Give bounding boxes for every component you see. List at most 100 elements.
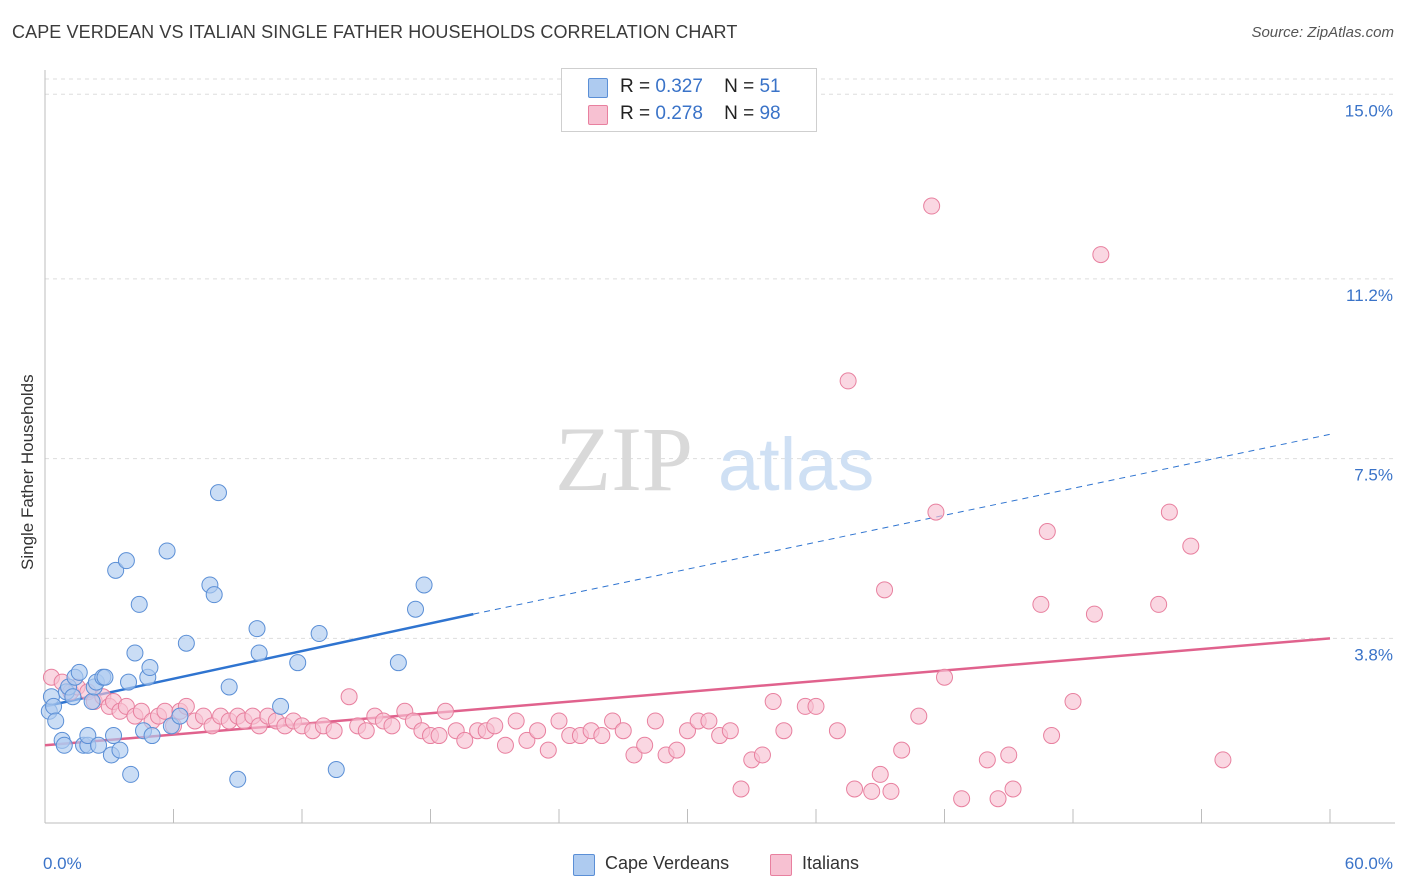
italian-point [340,688,358,706]
cape-verdean-point [205,586,223,604]
bottom-legend-label: Italians [802,853,860,873]
cape-verdean-point [79,727,97,745]
cape-verdean-point [141,659,159,677]
italian-point [871,765,889,783]
italian-point [529,722,547,740]
bottom-legend-label: Cape Verdeans [605,853,730,873]
cape-verdean-point [209,484,227,502]
cape-verdean-point [250,644,268,662]
cape-verdean-point [55,736,73,754]
bottom-swatch-blue [573,854,595,876]
italian-point [1085,605,1103,623]
italian-point [646,712,664,730]
italian-point [1000,746,1018,764]
italian-point [325,722,343,740]
source-label: Source: ZipAtlas.com [1251,24,1394,41]
italian-point [910,707,928,725]
italian-point [700,712,718,730]
italian-point [436,702,454,720]
watermark: ZIP atlas [555,408,874,510]
cape-verdean-point [107,561,125,579]
italian-point [923,197,941,215]
italian-point [927,503,945,521]
cape-verdean-point [47,712,65,730]
italian-point [978,751,996,769]
italian-point [550,712,568,730]
italian-point [893,741,911,759]
italian-point [486,717,504,735]
cape-verdean-point [117,552,135,570]
italian-point [679,722,696,740]
italian-point [1038,523,1056,541]
cape-verdean-point [289,654,307,672]
italian-point [936,668,953,686]
italian-point [132,702,150,720]
italian-point [156,702,174,720]
cape-verdean-point [83,693,101,711]
legend-swatch-blue [588,78,608,98]
italian-point [1160,503,1178,521]
cape-verdean-point [126,644,144,662]
italian-point [1182,537,1200,555]
cape-verdean-point [45,697,63,715]
italian-point [1043,727,1061,745]
cape-verdean-point [220,678,238,696]
cape-verdean-point [177,634,195,652]
italian-point [846,780,864,798]
y-tick-label: 15.0% [1345,101,1393,120]
cape-verdean-point [70,663,88,681]
gridlines [45,78,1395,639]
cape-verdean-point [130,595,148,613]
bottom-swatch-pink [770,854,792,876]
y-tick-label: 11.2% [1346,286,1393,305]
data-points [40,197,1232,808]
italian-point [839,372,857,390]
cape-verdean-point [143,727,161,745]
cape-verdean-point [327,761,345,779]
tick-labels: 3.8% 7.5% 11.2% 15.0% 0.0% 60.0% [43,101,1393,873]
cape-verdean-point [90,736,108,754]
italian-point [876,581,894,599]
cape-verdean-point [407,600,425,618]
italian-point [1032,595,1050,613]
italian-point [764,693,782,711]
legend-r-label: R = [620,103,651,124]
x-tick-label-max: 60.0% [1345,854,1393,873]
legend-r-value: 0.278 [655,103,703,124]
cape-verdean-point [310,625,328,643]
italian-point [593,727,611,745]
italian-point [614,722,632,740]
italian-point [753,746,771,764]
cape-verdean-point [64,688,82,706]
axes [44,70,1395,824]
italian-point [507,712,525,730]
italian-point [383,717,401,735]
legend-n-value: 51 [759,76,781,97]
italian-point [518,731,536,749]
legend-n-label: N = [724,76,755,97]
italian-point [807,697,825,715]
legend-n-label: N = [724,103,755,124]
legend-r-label: R = [620,76,651,97]
cape-verdean-point [122,765,140,783]
italian-point [989,790,1007,808]
x-tick-label-min: 0.0% [43,854,82,873]
legend-n-value: 98 [759,103,781,124]
italian-point [1004,780,1022,798]
italian-point [721,722,739,740]
italian-point [1092,246,1110,264]
italian-point [625,746,643,764]
italian-point [1150,595,1168,613]
cape-verdean-point [105,727,123,745]
cape-verdean-point [171,707,189,725]
cape-verdean-point [111,741,129,759]
italian-point [430,727,448,745]
cape-verdean-point [229,770,247,788]
cape-verdean-point [120,673,138,691]
italian-point [732,780,750,798]
italian-point [604,712,622,730]
watermark-zip: ZIP [555,408,693,510]
cape-verdean-point [389,654,407,672]
y-tick-label: 7.5% [1354,466,1393,485]
cape-verdean-point [272,697,290,715]
